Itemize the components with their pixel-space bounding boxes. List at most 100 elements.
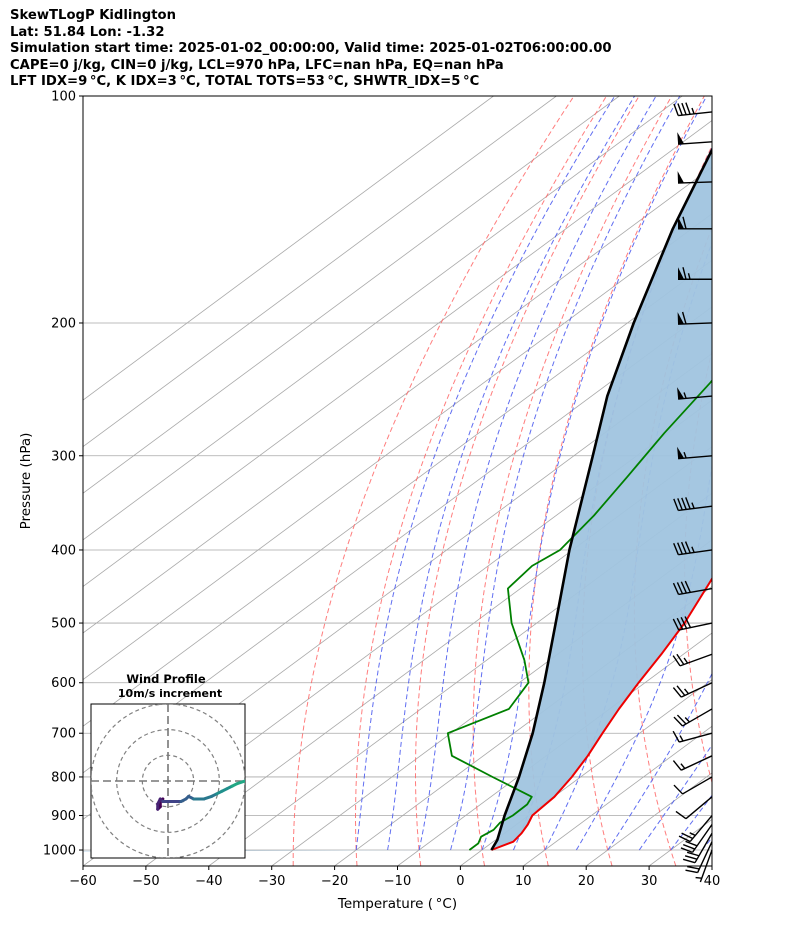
parcel-profile-line xyxy=(490,147,712,851)
x-tick-label: 0 xyxy=(456,874,464,889)
isotherm-line xyxy=(460,679,712,866)
barb-staff xyxy=(679,653,713,667)
wind-barb xyxy=(672,682,713,698)
barb-feather xyxy=(676,653,685,665)
y-tick-label: 800 xyxy=(51,770,76,785)
y-tick-label: 900 xyxy=(51,809,76,824)
y-tick-label: 1000 xyxy=(43,844,76,859)
x-tick-label: −10 xyxy=(384,874,411,889)
y-tick-label: 100 xyxy=(51,90,76,105)
isotherm-line xyxy=(83,166,712,634)
barb-feather xyxy=(673,542,679,555)
wind-barb xyxy=(672,730,713,743)
barb-pennant xyxy=(677,387,685,400)
wind-barb xyxy=(675,796,713,820)
barb-staff xyxy=(678,732,713,743)
x-tick-label: 10 xyxy=(515,874,532,889)
isotherm-line xyxy=(83,96,494,401)
barb-half-feather xyxy=(683,657,689,664)
wind-barb xyxy=(672,755,713,771)
stability-parameters: CAPE=0 j/kg, CIN=0 j/kg, LCL=970 hPa, LF… xyxy=(10,57,504,73)
moist-adiabat xyxy=(638,744,712,851)
parcel-shading xyxy=(83,149,712,852)
dry-adiabat xyxy=(781,96,794,866)
barb-half-feather xyxy=(683,451,687,459)
barb-half-feather xyxy=(695,876,702,879)
barb-feather xyxy=(673,103,679,116)
barb-feather xyxy=(681,497,687,510)
barb-feather xyxy=(677,498,683,511)
barb-feather xyxy=(684,541,691,554)
wind-barb xyxy=(673,102,713,117)
barb-feather xyxy=(682,216,687,229)
barb-feather xyxy=(685,869,698,874)
x-tick-label: −50 xyxy=(132,874,159,889)
barb-staff xyxy=(685,796,713,820)
barb-feather xyxy=(682,858,696,864)
barb-pennant xyxy=(678,267,684,280)
barb-half-feather xyxy=(691,546,695,553)
barb-feather xyxy=(673,784,684,795)
isotherm-line xyxy=(208,492,712,866)
wind-barb xyxy=(677,387,713,400)
x-tick-label: 20 xyxy=(578,874,595,889)
barb-staff xyxy=(689,815,713,843)
x-tick-label: −20 xyxy=(321,874,348,889)
plot-area xyxy=(83,96,794,866)
barb-half-feather xyxy=(691,502,695,509)
y-tick-label: 600 xyxy=(51,676,76,691)
barb-feather xyxy=(677,542,683,555)
barb-feather xyxy=(682,843,696,850)
barb-feather xyxy=(685,497,691,510)
x-tick-label: −60 xyxy=(69,874,96,889)
barb-half-feather xyxy=(689,832,696,837)
barb-staff xyxy=(678,549,713,556)
barb-feather xyxy=(676,685,686,696)
barb-staff xyxy=(699,849,713,883)
barb-feather xyxy=(680,541,687,554)
y-tick-label: 300 xyxy=(51,449,76,464)
barb-half-feather xyxy=(679,735,684,742)
wind-barbs xyxy=(672,102,713,883)
wind-barb xyxy=(678,216,712,230)
x-tick-label: −30 xyxy=(258,874,285,889)
barb-pennant xyxy=(678,216,684,229)
moist-adiabat xyxy=(387,96,636,851)
wind-barb xyxy=(678,267,712,280)
moist-adiabat xyxy=(575,462,712,851)
barb-staff xyxy=(678,395,713,400)
barb-feather xyxy=(677,103,683,116)
barb-pennant xyxy=(677,446,685,459)
station-title: SkewTLogP Kidlington xyxy=(10,8,176,23)
barb-half-feather xyxy=(687,273,691,280)
barb-feather xyxy=(686,851,700,857)
barb-half-feather xyxy=(684,717,690,723)
barb-pennant xyxy=(677,132,685,145)
wind-barb xyxy=(672,653,713,667)
barb-feather xyxy=(685,840,698,847)
y-tick-label: 400 xyxy=(51,543,76,558)
dry-adiabat xyxy=(415,96,640,866)
moist-adiabat xyxy=(481,96,708,851)
barb-staff xyxy=(678,622,713,631)
x-axis-label: Temperature ( °C) xyxy=(337,896,457,912)
barb-pennant xyxy=(677,312,685,325)
temperature-profile-line xyxy=(491,576,712,851)
moist-adiabat xyxy=(450,96,681,851)
barb-staff xyxy=(678,505,713,512)
barb-feather xyxy=(682,267,687,280)
barb-feather xyxy=(672,730,680,743)
barb-feather xyxy=(676,617,684,630)
barb-half-feather xyxy=(683,688,689,695)
stability-indices: LFT IDX=9 °C, K IDX=3 °C, TOTAL TOTS=53 … xyxy=(10,74,480,90)
wind-barb xyxy=(673,497,713,512)
isotherm-line xyxy=(83,96,683,541)
chart-header: SkewTLogP Kidlington Lat: 51.84 Lon: -1.… xyxy=(10,8,612,91)
x-tick-label: 30 xyxy=(641,874,658,889)
wind-barb xyxy=(682,832,713,864)
barb-feather xyxy=(675,810,687,820)
barb-feather xyxy=(684,616,692,628)
barb-staff xyxy=(680,682,713,698)
